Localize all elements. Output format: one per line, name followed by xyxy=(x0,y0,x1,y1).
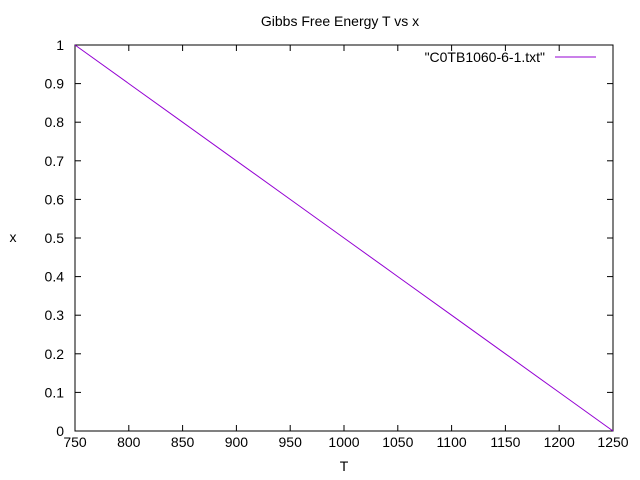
x-tick-label: 900 xyxy=(225,434,249,450)
y-tick-label: 0 xyxy=(56,423,64,439)
x-tick-label: 1250 xyxy=(597,434,628,450)
y-tick-label: 0.3 xyxy=(45,307,65,323)
legend: "C0TB1060-6-1.txt" xyxy=(425,49,596,65)
y-tick-label: 0.6 xyxy=(45,191,65,207)
x-tick-label: 1000 xyxy=(328,434,359,450)
x-tick-label: 850 xyxy=(171,434,195,450)
x-tick-label: 1100 xyxy=(437,434,467,450)
x-tick-label: 1150 xyxy=(490,434,520,450)
y-tick-label: 0.9 xyxy=(45,76,65,92)
y-axis-label: x xyxy=(10,229,17,245)
x-axis-label: T xyxy=(340,458,349,474)
y-tick-label: 0.7 xyxy=(45,153,65,169)
chart-title: Gibbs Free Energy T vs x xyxy=(261,13,419,29)
axes: 750 800 850 900 950 1000 1050 1100 1150 1200 1250 0… xyxy=(45,37,629,450)
x-tick-label: 950 xyxy=(279,434,303,450)
series-group xyxy=(74,44,614,432)
y-tick-label: 0.5 xyxy=(45,230,65,246)
y-tick-label: 0.1 xyxy=(45,384,65,400)
x-tick-label: 800 xyxy=(117,434,141,450)
x-tick-label: 750 xyxy=(63,434,87,450)
x-tick-label: 1200 xyxy=(544,434,575,450)
y-tick-label: 1 xyxy=(56,37,64,53)
y-tick-label: 0.4 xyxy=(45,269,65,285)
series-line xyxy=(74,44,614,432)
y-tick-label: 0.2 xyxy=(45,346,65,362)
y-tick-label: 0.8 xyxy=(45,114,65,130)
x-tick-label: 1050 xyxy=(382,434,413,450)
legend-label: "C0TB1060-6-1.txt" xyxy=(425,49,545,65)
